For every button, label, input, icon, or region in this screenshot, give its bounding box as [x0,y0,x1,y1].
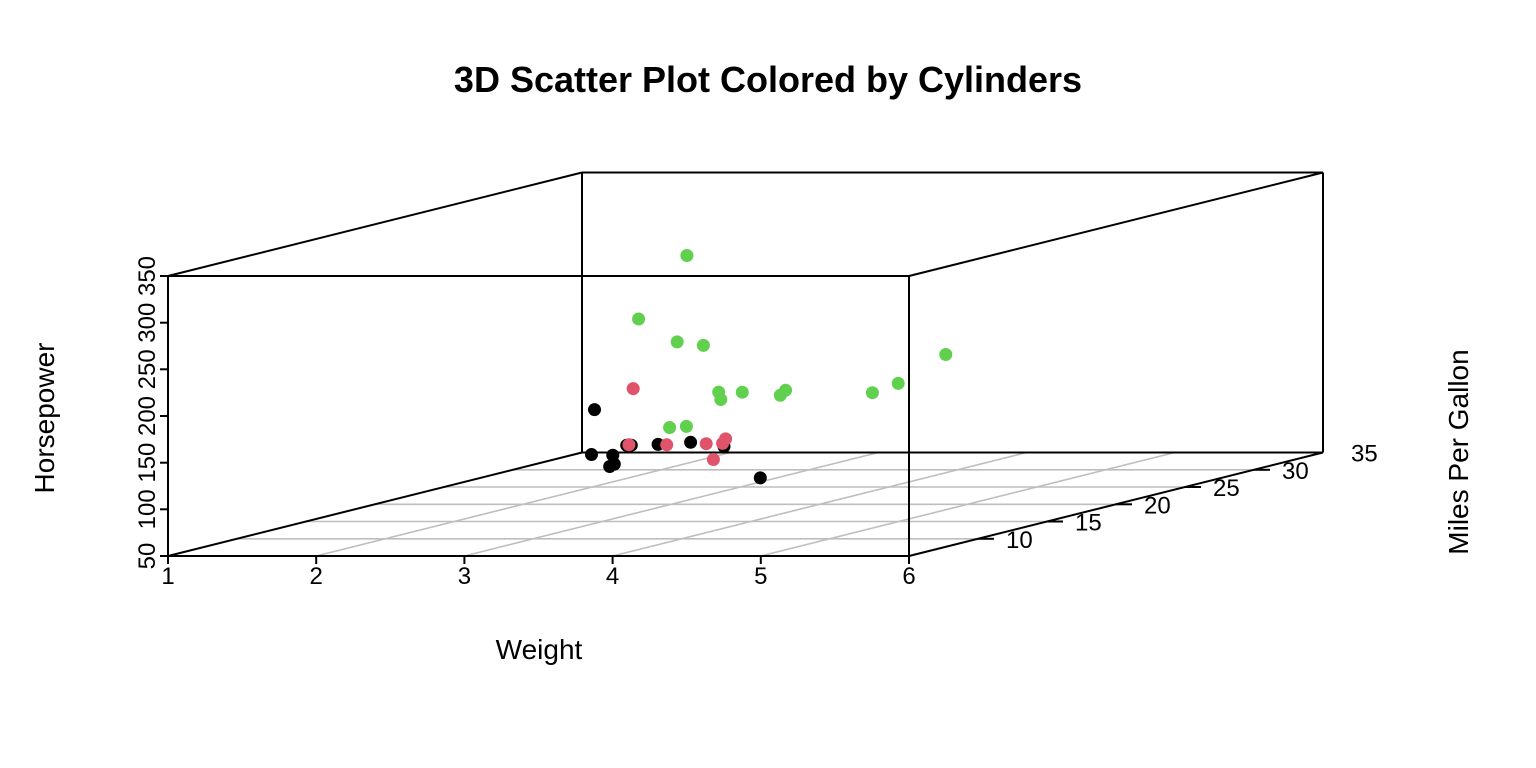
data-point [939,348,953,361]
z-tick-label: 25 [1213,475,1240,502]
data-point [585,448,598,461]
data-point [679,419,693,433]
data-point [699,437,713,451]
x-tick-label: 6 [902,563,915,590]
data-point [588,403,601,417]
box-edge [167,451,583,557]
data-point [626,382,640,396]
data-point [680,249,694,262]
data-point [719,432,733,446]
data-point [773,388,787,402]
data-point [865,386,879,400]
data-points [585,249,953,485]
box-back-edges [167,171,1324,557]
data-point [684,435,698,449]
data-point [663,421,677,434]
x-tick-label: 4 [606,563,619,590]
y-tick-label: 300 [134,303,161,343]
data-point [622,438,636,452]
data-point [891,376,905,390]
y-tick-label: 200 [134,396,161,436]
z-tick-label: 30 [1282,458,1309,485]
x-tick-label: 5 [754,563,767,590]
z-tick-label: 35 [1351,441,1378,468]
data-point [632,312,646,326]
chart-title: 3D Scatter Plot Colored by Cylinders [454,59,1082,100]
x-tick-label: 2 [310,563,323,590]
data-point [714,393,728,406]
z-tick-label: 10 [1006,527,1033,554]
box-edge [167,171,583,277]
y-tick-label: 150 [134,443,161,483]
data-point [753,471,767,485]
z-axis-label: Miles Per Gallon [1443,349,1474,554]
data-point [735,385,749,399]
data-point [670,335,684,349]
data-point [696,338,710,352]
box-edge [908,171,1324,277]
y-axis-label: Horsepower [29,343,60,494]
z-tick-label: 20 [1144,492,1171,519]
z-tick-label: 15 [1075,510,1102,537]
y-tick-label: 350 [134,256,161,296]
data-point [706,453,720,466]
data-point [660,438,674,452]
x-tick-label: 3 [458,563,471,590]
x-tick-label: 1 [161,563,174,590]
y-tick-label: 250 [134,349,161,389]
y-tick-label: 100 [134,489,161,529]
x-axis-label: Weight [496,634,583,665]
axes: 1 2 3 4 5 6 50 100 150 200 250 300 350 10 15 20 25 30 35 [134,256,1378,590]
data-point [606,448,620,462]
y-tick-label: 50 [134,543,161,570]
